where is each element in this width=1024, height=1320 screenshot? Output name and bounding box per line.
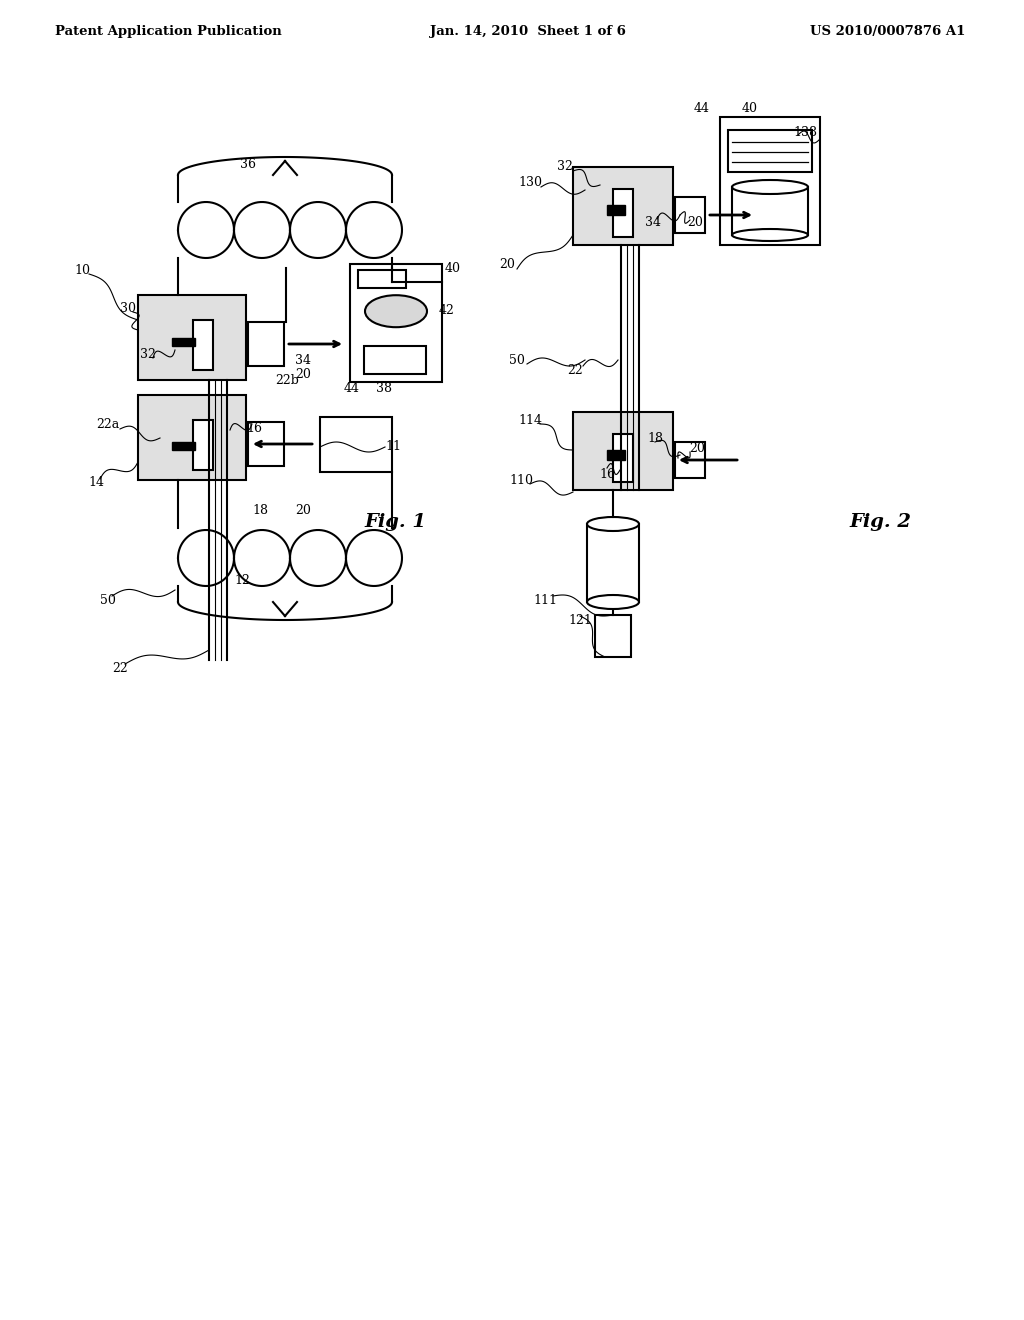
Text: 18: 18: [252, 503, 268, 516]
Bar: [732, 187, 808, 235]
Text: 16: 16: [246, 421, 262, 434]
Text: 34: 34: [645, 216, 662, 230]
Text: 121: 121: [568, 614, 592, 627]
Text: 12: 12: [234, 573, 250, 586]
Bar: [613, 189, 633, 238]
Ellipse shape: [732, 180, 808, 194]
Text: 30: 30: [120, 301, 136, 314]
Text: 20: 20: [295, 503, 311, 516]
Text: 42: 42: [439, 304, 455, 317]
Bar: [358, 271, 406, 288]
Polygon shape: [172, 338, 195, 346]
Bar: [364, 346, 426, 374]
Text: 36: 36: [240, 158, 256, 172]
Bar: [350, 264, 442, 381]
Text: 22b: 22b: [275, 374, 299, 387]
Bar: [595, 615, 631, 657]
Text: 16: 16: [599, 469, 615, 482]
Text: 50: 50: [100, 594, 116, 606]
Text: 38: 38: [376, 381, 392, 395]
Polygon shape: [607, 205, 625, 215]
Ellipse shape: [587, 517, 639, 531]
Text: 40: 40: [445, 261, 461, 275]
Ellipse shape: [732, 228, 808, 242]
Text: Patent Application Publication: Patent Application Publication: [55, 25, 282, 38]
Text: 40: 40: [742, 103, 758, 116]
Bar: [613, 434, 633, 482]
Ellipse shape: [587, 595, 639, 609]
Text: 20: 20: [687, 216, 702, 230]
Text: 14: 14: [88, 477, 104, 490]
Bar: [193, 319, 213, 370]
Text: 44: 44: [694, 103, 710, 116]
Bar: [728, 129, 812, 172]
Bar: [720, 117, 820, 246]
Bar: [573, 168, 673, 246]
Text: 11: 11: [385, 441, 401, 454]
Text: 138: 138: [793, 125, 817, 139]
Text: 22: 22: [567, 363, 583, 376]
Bar: [248, 322, 284, 366]
Bar: [675, 197, 705, 234]
Text: 22: 22: [112, 661, 128, 675]
Text: Jan. 14, 2010  Sheet 1 of 6: Jan. 14, 2010 Sheet 1 of 6: [430, 25, 626, 38]
Bar: [248, 422, 284, 466]
Text: 50: 50: [509, 354, 525, 367]
Bar: [587, 524, 639, 602]
Bar: [138, 294, 246, 380]
Bar: [573, 412, 673, 490]
Text: Fig. 1: Fig. 1: [364, 513, 426, 531]
Text: 114: 114: [518, 413, 542, 426]
Text: 34: 34: [295, 354, 311, 367]
Text: 110: 110: [509, 474, 534, 487]
Text: 22a: 22a: [96, 418, 120, 432]
Text: Fig. 2: Fig. 2: [849, 513, 911, 531]
Text: 20: 20: [689, 441, 705, 454]
Text: 18: 18: [647, 432, 663, 445]
Bar: [193, 420, 213, 470]
Text: 111: 111: [534, 594, 557, 606]
Text: US 2010/0007876 A1: US 2010/0007876 A1: [810, 25, 966, 38]
Text: 20: 20: [499, 259, 515, 272]
Bar: [319, 417, 392, 473]
Text: 20: 20: [295, 367, 311, 380]
Text: 32: 32: [140, 347, 156, 360]
Ellipse shape: [365, 296, 427, 327]
Bar: [675, 442, 705, 478]
Text: 44: 44: [344, 381, 360, 395]
Text: 32: 32: [557, 161, 573, 173]
Text: 10: 10: [74, 264, 90, 276]
Polygon shape: [607, 450, 625, 459]
Bar: [138, 395, 246, 480]
Polygon shape: [172, 442, 195, 450]
Text: 130: 130: [518, 177, 542, 190]
